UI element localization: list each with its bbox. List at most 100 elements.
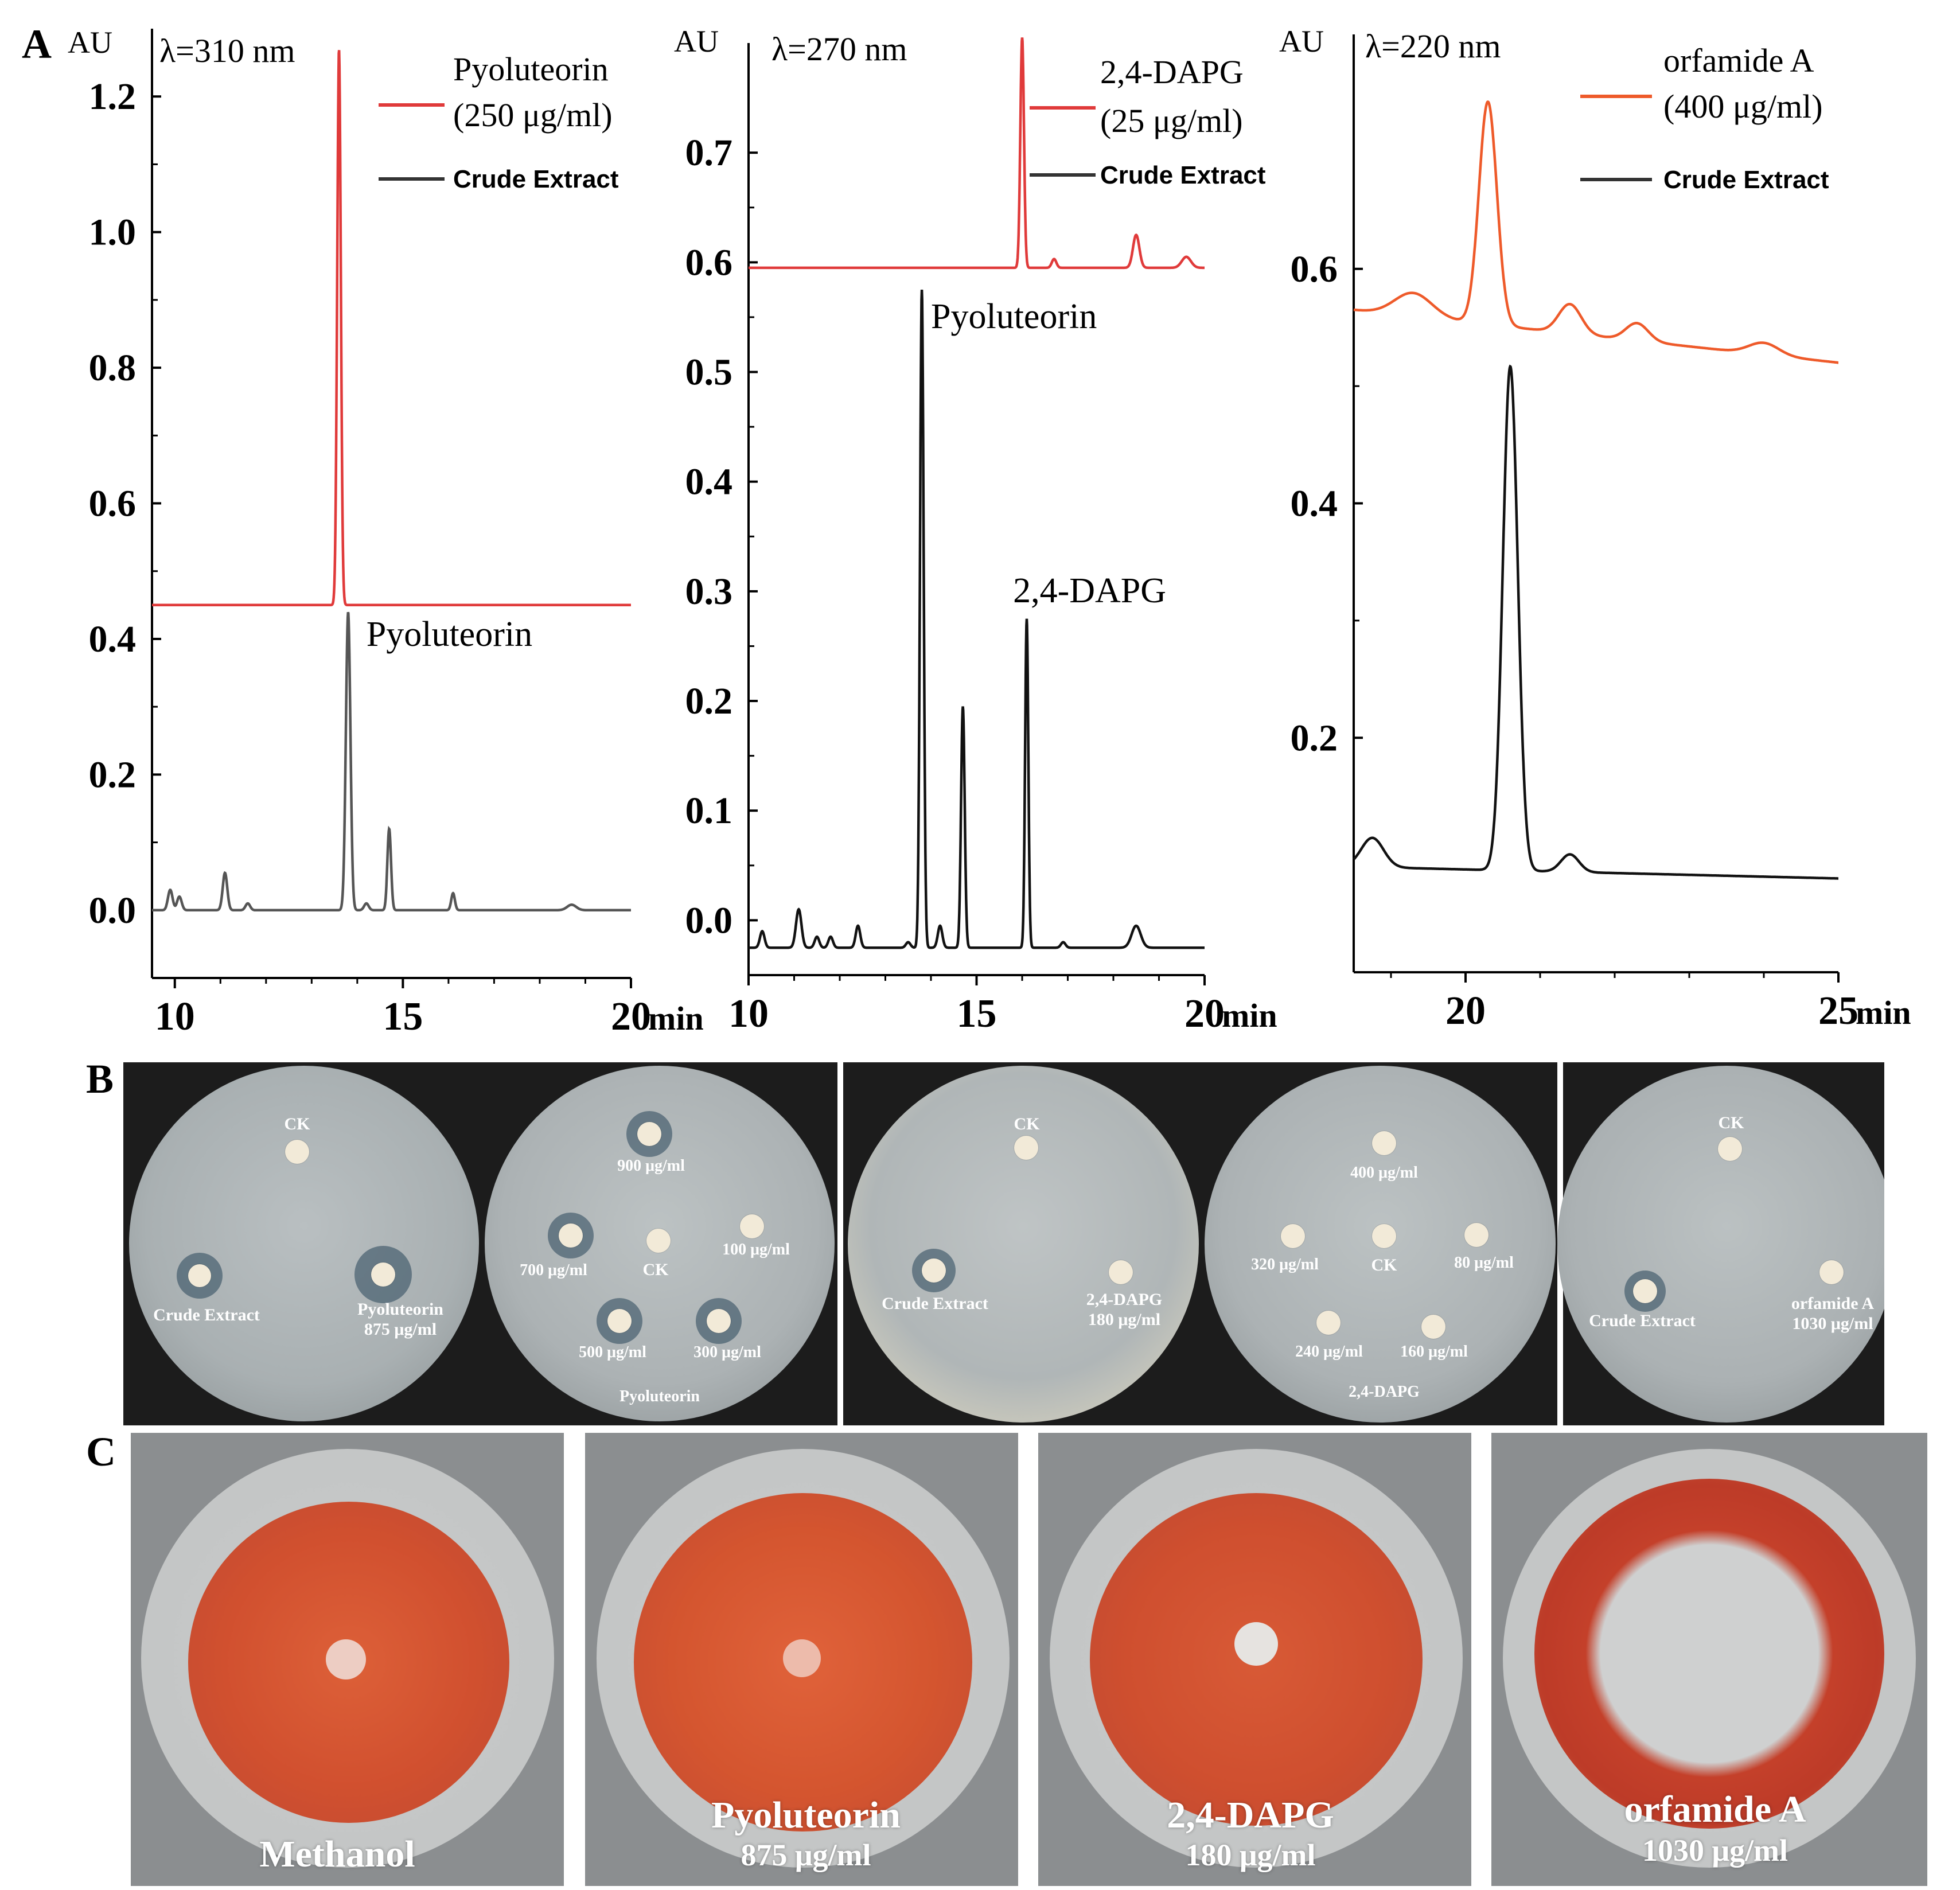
c0-ytick-label: 0.8 — [89, 347, 137, 389]
b5-ck-label: CK — [1718, 1113, 1744, 1132]
c0-title: λ=310 nm — [159, 32, 295, 69]
c0-xtick-label: 10 — [155, 995, 195, 1039]
c0-ytick-label: 0.6 — [89, 483, 137, 525]
b1-ck-label: CK — [284, 1114, 310, 1133]
plate-b3: CK Crude Extract 2,4-DAPG 180 μg/ml — [843, 1062, 1202, 1425]
c2-legend-std: orfamide A — [1663, 42, 1814, 79]
c2-ytick-label: 0.6 — [1291, 248, 1338, 290]
c0-legend-std-conc: (250 μg/ml) — [453, 96, 613, 134]
c0-xlabel: min — [648, 1000, 704, 1037]
c2-series-standard — [1353, 100, 1838, 364]
b2-900-label: 900 μg/ml — [617, 1157, 685, 1175]
c1-legend-crude: Crude Extract — [1100, 161, 1266, 189]
c1-ytick-label: 0.5 — [685, 352, 733, 393]
panel-letter-c: C — [86, 1429, 116, 1475]
c2-ytick-label: 0.2 — [1291, 717, 1338, 759]
panel-letter-a: A — [22, 21, 52, 67]
c0-annotation: Pyoluteorin — [367, 615, 532, 654]
plate-c4: orfamide A 1030 μg/ml — [1491, 1433, 1927, 1886]
plate-b1: CK Crude Extract Pyoluteorin 875 μg/ml — [123, 1062, 482, 1425]
b4-title-label: 2,4-DAPG — [1349, 1383, 1420, 1401]
c0-ytick-label: 0.4 — [89, 618, 137, 660]
c2-legend-std-conc: (400 μg/ml) — [1663, 88, 1823, 125]
b1-crude-label: Crude Extract — [153, 1306, 260, 1324]
b5-std-conc-label: 1030 μg/ml — [1792, 1314, 1873, 1333]
c2-conc-label: 875 μg/ml — [741, 1838, 871, 1872]
b4-160-label: 160 μg/ml — [1400, 1343, 1468, 1361]
b1-std-conc-label: 875 μg/ml — [364, 1320, 437, 1339]
plate-c2: Pyoluteorin 875 μg/ml — [585, 1433, 1018, 1886]
c3-conc-label: 180 μg/ml — [1185, 1838, 1316, 1872]
b2-ck-label: CK — [642, 1260, 669, 1279]
c2-series-crude — [1353, 364, 1838, 880]
plate-c1: Methanol — [131, 1433, 564, 1886]
plate-b2: 900 μg/ml 700 μg/ml CK 100 μg/ml 500 μg/… — [482, 1062, 837, 1425]
c2-title: λ=220 nm — [1365, 28, 1501, 65]
plate-c3: 2,4-DAPG 180 μg/ml — [1038, 1433, 1471, 1886]
c0-series-crude — [152, 611, 631, 912]
c1-ytick-label: 0.1 — [685, 790, 733, 832]
b3-std-conc-label: 180 μg/ml — [1088, 1310, 1161, 1329]
c0-series-standard — [152, 50, 631, 607]
c1-ytick-label: 0.2 — [685, 680, 733, 722]
c1-annotation: Pyoluteorin — [931, 297, 1097, 336]
c1-ytick-label: 0.4 — [685, 461, 733, 503]
c1-xtick-label: 20 — [1184, 992, 1225, 1036]
c3-name-label: 2,4-DAPG — [1167, 1794, 1334, 1836]
c1-ytick-label: 0.3 — [685, 571, 733, 613]
b4-240-label: 240 μg/ml — [1295, 1343, 1363, 1361]
b2-300-label: 300 μg/ml — [693, 1343, 761, 1361]
c1-ytick-label: 0.6 — [685, 241, 733, 283]
c2-xtick-label: 25 — [1818, 989, 1858, 1033]
c0-xtick-label: 20 — [611, 995, 651, 1039]
b3-std-label: 2,4-DAPG — [1086, 1290, 1163, 1309]
c2-name-label: Pyoluteorin — [711, 1794, 901, 1836]
c1-ytick-label: 0.0 — [685, 899, 733, 941]
b4-80-label: 80 μg/ml — [1454, 1254, 1514, 1272]
plate-b4: 400 μg/ml 320 μg/ml CK 80 μg/ml 240 μg/m… — [1202, 1062, 1557, 1425]
c2-xlabel: min — [1856, 994, 1911, 1031]
b3-ck-label: CK — [1014, 1114, 1040, 1133]
c1-annotation: 2,4-DAPG — [1013, 571, 1166, 610]
c1-ytick-label: 0.7 — [685, 132, 733, 174]
c0-legend-crude: Crude Extract — [453, 165, 619, 193]
c1-name-label: Methanol — [259, 1833, 415, 1875]
b2-100-label: 100 μg/ml — [722, 1241, 790, 1258]
b4-ck-label: CK — [1371, 1256, 1397, 1275]
c1-xtick-label: 15 — [957, 992, 997, 1036]
c0-xtick-label: 15 — [383, 995, 423, 1039]
c1-xlabel: min — [1222, 997, 1277, 1034]
c1-title: λ=270 nm — [771, 30, 907, 68]
c0-legend-std: Pyoluteorin — [453, 50, 609, 88]
plate-b5: CK Crude Extract orfamide A 1030 μg/ml — [1557, 1062, 1884, 1425]
b4-400-label: 400 μg/ml — [1350, 1164, 1418, 1182]
b5-crude-label: Crude Extract — [1589, 1311, 1696, 1330]
c2-ylabel: AU — [1279, 24, 1324, 59]
c1-ylabel: AU — [674, 24, 719, 59]
c2-legend-crude: Crude Extract — [1663, 166, 1829, 194]
panel-b-strip: CK Crude Extract Pyoluteorin 875 μg/ml 9… — [123, 1062, 1884, 1425]
b4-320-label: 320 μg/ml — [1251, 1256, 1319, 1273]
c0-ylabel: AU — [68, 25, 112, 60]
c0-ytick-label: 0.0 — [89, 890, 137, 932]
c2-xtick-label: 20 — [1445, 989, 1486, 1033]
c4-conc-label: 1030 μg/ml — [1642, 1833, 1788, 1868]
c2-ytick-label: 0.4 — [1291, 483, 1338, 525]
c0-ytick-label: 0.2 — [89, 754, 137, 796]
c1-legend-std-conc: (25 μg/ml) — [1100, 102, 1243, 139]
c1-series-crude — [749, 290, 1205, 949]
b1-std-label: Pyoluteorin — [357, 1300, 443, 1319]
b2-title-label: Pyoluteorin — [619, 1388, 700, 1405]
panel-letter-b: B — [86, 1056, 114, 1102]
b2-700-label: 700 μg/ml — [520, 1261, 587, 1279]
c0-ytick-label: 1.2 — [89, 76, 137, 118]
b5-std-label: orfamide A — [1791, 1294, 1875, 1313]
c0-ytick-label: 1.0 — [89, 212, 137, 254]
c1-series-standard — [749, 37, 1205, 270]
c4-name-label: orfamide A — [1624, 1788, 1806, 1830]
c1-xtick-label: 10 — [728, 992, 769, 1036]
c1-legend-std: 2,4-DAPG — [1100, 53, 1244, 91]
b3-crude-label: Crude Extract — [882, 1294, 988, 1313]
